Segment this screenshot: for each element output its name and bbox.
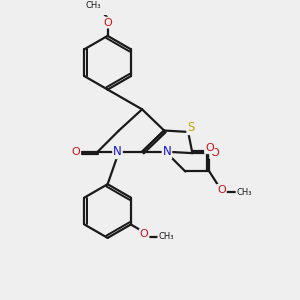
Text: O: O — [140, 230, 148, 239]
Text: O: O — [217, 185, 226, 195]
Text: S: S — [187, 121, 195, 134]
Text: O: O — [71, 147, 80, 157]
Text: CH₃: CH₃ — [158, 232, 174, 241]
Text: N: N — [163, 145, 171, 158]
Text: O: O — [205, 143, 214, 153]
Text: N: N — [113, 145, 122, 158]
Text: CH₃: CH₃ — [86, 1, 101, 10]
Text: O: O — [103, 18, 112, 28]
Text: CH₃: CH₃ — [236, 188, 252, 196]
Text: O: O — [210, 148, 219, 158]
